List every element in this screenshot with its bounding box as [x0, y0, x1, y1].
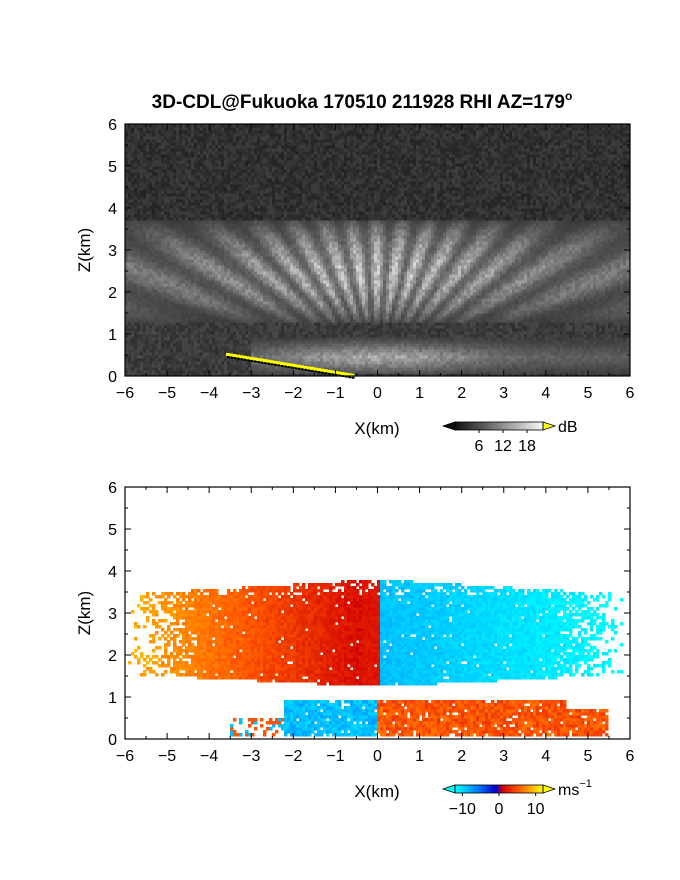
x-tick-label: 1	[415, 748, 424, 765]
x-tick-label: −1	[326, 385, 344, 402]
velocity-plot-area	[128, 580, 623, 736]
x-tick-label: 6	[626, 385, 635, 402]
velocity-x-axis-label: X(km)	[354, 782, 399, 801]
x-tick-label: 5	[583, 385, 592, 402]
x-tick-label: −3	[242, 385, 260, 402]
velocity-y-axis-label: Z(km)	[75, 591, 94, 635]
x-tick-label: 3	[499, 748, 508, 765]
colorbar-unit: dB	[558, 419, 578, 436]
x-tick-label: −6	[116, 748, 134, 765]
x-tick-label: −2	[284, 385, 302, 402]
x-tick-label: 5	[583, 748, 592, 765]
y-tick-label: 2	[108, 285, 117, 302]
x-tick-label: 3	[499, 385, 508, 402]
colorbar-tick-label: −10	[449, 801, 476, 818]
velocity-colorbar: −10 0 10 ms−1	[443, 778, 592, 818]
x-tick-label: −2	[284, 748, 302, 765]
colorbar-tick-label: 18	[518, 438, 536, 455]
x-tick-label: 0	[373, 385, 382, 402]
y-tick-label: 0	[108, 369, 117, 386]
x-tick-label: −3	[242, 748, 260, 765]
y-tick-label: 2	[108, 648, 117, 665]
colorbar-tick-label: 10	[527, 801, 545, 818]
colorbar-tick-label: 6	[475, 438, 484, 455]
y-tick-label: 3	[108, 243, 117, 260]
x-tick-label: −4	[200, 748, 218, 765]
x-tick-label: −6	[116, 385, 134, 402]
y-tick-label: 5	[108, 522, 117, 539]
x-tick-label: 4	[541, 748, 550, 765]
x-tick-label: 6	[626, 748, 635, 765]
y-tick-label: 1	[108, 690, 117, 707]
x-tick-label: −4	[200, 385, 218, 402]
colorbar-unit: ms−1	[558, 778, 592, 799]
x-tick-label: 2	[457, 748, 466, 765]
y-tick-label: 6	[108, 117, 117, 134]
reflectivity-y-axis-label: Z(km)	[75, 228, 94, 272]
x-tick-label: −5	[158, 748, 176, 765]
y-tick-label: 1	[108, 327, 117, 344]
x-tick-label: 0	[373, 748, 382, 765]
chart-title: 3D-CDL@Fukuoka 170510 211928 RHI AZ=179o	[152, 89, 573, 113]
x-tick-label: 1	[415, 385, 424, 402]
x-tick-label: −1	[326, 748, 344, 765]
y-tick-label: 4	[108, 201, 117, 218]
y-tick-label: 0	[108, 732, 117, 749]
colorbar-tick-label: 0	[495, 801, 504, 818]
colorbar-tick-label: 12	[494, 438, 512, 455]
x-tick-label: 4	[541, 385, 550, 402]
y-tick-label: 5	[108, 159, 117, 176]
y-tick-label: 4	[108, 564, 117, 581]
reflectivity-colorbar: 6 12 18 dB	[443, 419, 578, 455]
figure: 3D-CDL@Fukuoka 170510 211928 RHI AZ=179o…	[0, 0, 680, 880]
reflectivity-x-axis-label: X(km)	[354, 419, 399, 438]
y-tick-label: 3	[108, 606, 117, 623]
reflectivity-plot-area	[125, 124, 629, 379]
x-tick-label: −5	[158, 385, 176, 402]
y-tick-label: 6	[108, 480, 117, 497]
x-tick-label: 2	[457, 385, 466, 402]
